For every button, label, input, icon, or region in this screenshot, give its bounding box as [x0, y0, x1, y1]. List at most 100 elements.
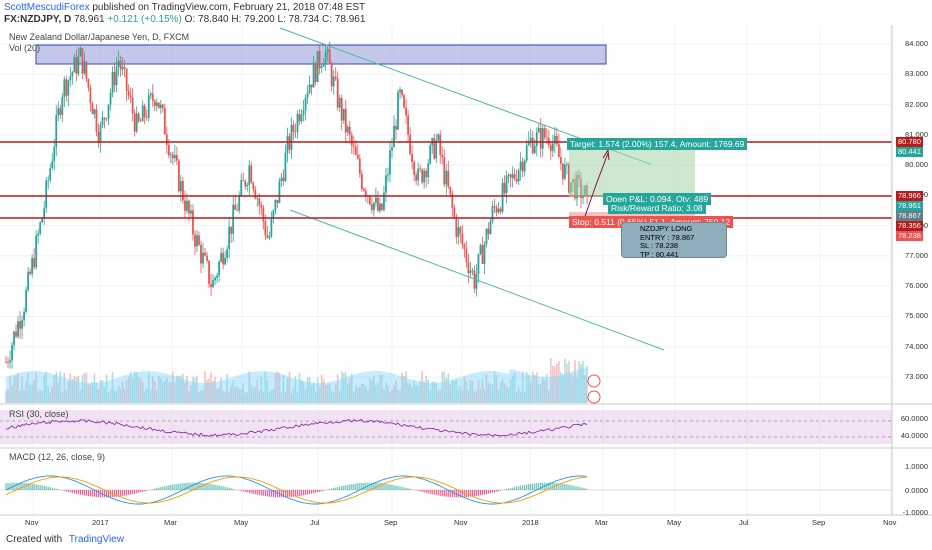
- candle-body[interactable]: [248, 165, 251, 185]
- candle-body[interactable]: [182, 181, 184, 201]
- candle-body[interactable]: [83, 61, 86, 74]
- candle-body[interactable]: [15, 331, 17, 337]
- candle-body[interactable]: [306, 92, 309, 98]
- candle-body[interactable]: [270, 218, 273, 237]
- candle-body[interactable]: [481, 245, 484, 264]
- candle-body[interactable]: [529, 137, 532, 142]
- candle-body[interactable]: [471, 270, 474, 272]
- candle-body[interactable]: [340, 98, 343, 121]
- candle-body[interactable]: [260, 205, 263, 208]
- candle-body[interactable]: [49, 168, 52, 181]
- candle-body[interactable]: [370, 204, 373, 211]
- candle-body[interactable]: [385, 175, 387, 193]
- candle-body[interactable]: [433, 138, 436, 159]
- candle-body[interactable]: [268, 236, 271, 238]
- candle-body[interactable]: [515, 178, 518, 182]
- candle-body[interactable]: [51, 161, 54, 169]
- candle-body[interactable]: [161, 104, 164, 109]
- candle-body[interactable]: [21, 320, 23, 329]
- candle-body[interactable]: [214, 277, 216, 281]
- candle-body[interactable]: [449, 186, 452, 194]
- candle-body[interactable]: [137, 113, 140, 122]
- candle-body[interactable]: [501, 182, 504, 212]
- candle-body[interactable]: [310, 84, 313, 88]
- candle-body[interactable]: [200, 244, 202, 264]
- candle-body[interactable]: [463, 244, 466, 249]
- candle-body[interactable]: [91, 103, 94, 115]
- candle-body[interactable]: [423, 170, 426, 183]
- candle-body[interactable]: [101, 117, 104, 126]
- candle-body[interactable]: [413, 162, 416, 175]
- candle-body[interactable]: [354, 146, 357, 155]
- candle-body[interactable]: [379, 203, 381, 211]
- candle-body[interactable]: [65, 79, 68, 96]
- candle-body[interactable]: [157, 102, 160, 109]
- candle-body[interactable]: [330, 64, 333, 87]
- candle-body[interactable]: [192, 210, 194, 235]
- candle-body[interactable]: [403, 95, 405, 108]
- candle-body[interactable]: [9, 360, 11, 363]
- candle-body[interactable]: [119, 60, 122, 70]
- candle-body[interactable]: [383, 192, 385, 210]
- candle-body[interactable]: [487, 228, 490, 235]
- candle-body[interactable]: [455, 216, 458, 237]
- candle-body[interactable]: [346, 126, 349, 133]
- candle-body[interactable]: [352, 145, 355, 147]
- candle-body[interactable]: [173, 155, 176, 159]
- candle-body[interactable]: [561, 163, 564, 179]
- candle-body[interactable]: [304, 97, 307, 111]
- candle-body[interactable]: [467, 262, 470, 274]
- candle-body[interactable]: [387, 174, 389, 176]
- candle-body[interactable]: [117, 60, 120, 67]
- candle-body[interactable]: [278, 181, 281, 203]
- candle-body[interactable]: [298, 113, 301, 122]
- candle-body[interactable]: [242, 180, 245, 181]
- candle-body[interactable]: [513, 174, 516, 179]
- candle-body[interactable]: [443, 157, 446, 185]
- candle-body[interactable]: [483, 244, 486, 264]
- candle-body[interactable]: [421, 169, 424, 183]
- candle-body[interactable]: [218, 261, 221, 276]
- candle-body[interactable]: [491, 206, 494, 222]
- candle-body[interactable]: [109, 92, 112, 105]
- candle-body[interactable]: [507, 174, 510, 176]
- candle-body[interactable]: [103, 117, 106, 120]
- candle-body[interactable]: [186, 200, 188, 211]
- candle-body[interactable]: [559, 157, 562, 164]
- candle-body[interactable]: [320, 66, 323, 68]
- candle-body[interactable]: [565, 164, 568, 166]
- candle-body[interactable]: [312, 63, 315, 88]
- candle-body[interactable]: [25, 290, 28, 312]
- candle-body[interactable]: [232, 204, 235, 234]
- candle-body[interactable]: [167, 144, 170, 156]
- candle-body[interactable]: [364, 190, 367, 197]
- candle-body[interactable]: [87, 79, 90, 88]
- candle-body[interactable]: [131, 97, 134, 114]
- candle-body[interactable]: [332, 76, 335, 87]
- candle-body[interactable]: [415, 174, 418, 181]
- candle-body[interactable]: [198, 235, 200, 245]
- candle-body[interactable]: [525, 145, 528, 161]
- candle-body[interactable]: [523, 160, 526, 172]
- candle-body[interactable]: [334, 76, 337, 79]
- candle-body[interactable]: [27, 271, 30, 291]
- candle-body[interactable]: [99, 125, 102, 144]
- candle-body[interactable]: [252, 182, 255, 190]
- trade-note[interactable]: NZDJPY LONG ENTRY : 78.867 SL : 78.238 T…: [621, 222, 727, 258]
- candle-body[interactable]: [539, 127, 542, 149]
- candle-body[interactable]: [7, 362, 9, 363]
- candle-body[interactable]: [254, 189, 257, 199]
- candle-body[interactable]: [41, 218, 44, 223]
- candle-body[interactable]: [226, 249, 229, 258]
- candle-body[interactable]: [238, 195, 241, 211]
- candle-body[interactable]: [358, 158, 361, 174]
- event-icon[interactable]: [587, 390, 601, 404]
- candle-body[interactable]: [272, 210, 275, 219]
- candle-body[interactable]: [97, 131, 100, 144]
- candle-body[interactable]: [151, 93, 154, 101]
- candle-body[interactable]: [125, 68, 128, 92]
- candle-body[interactable]: [489, 221, 492, 235]
- candle-body[interactable]: [236, 209, 239, 211]
- candle-body[interactable]: [77, 56, 80, 74]
- candle-body[interactable]: [517, 170, 520, 182]
